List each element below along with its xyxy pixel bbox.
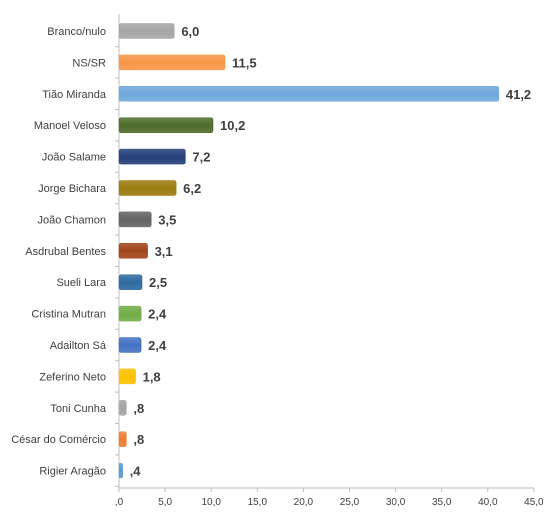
- category-label: Jorge Bichara: [38, 183, 107, 195]
- value-label: 6,0: [181, 24, 199, 39]
- bar: [118, 243, 148, 259]
- x-tick-label: 10,0: [201, 497, 221, 508]
- bar: [118, 180, 177, 196]
- bar: [118, 54, 226, 71]
- x-tick-label: 15,0: [248, 497, 268, 508]
- bar: [118, 462, 123, 479]
- bar: [118, 400, 127, 416]
- bar: [118, 274, 143, 290]
- category-label: Zeferino Neto: [39, 371, 106, 383]
- value-label: 6,2: [183, 181, 201, 196]
- value-label: 3,1: [155, 244, 173, 259]
- labels-layer: Branco/nulo 6,0 NS/SR 11,5 Tião Miranda 41,2 M…: [11, 24, 531, 479]
- category-label: NS/SR: [72, 57, 106, 69]
- value-label: ,8: [133, 432, 144, 447]
- category-label: Asdrubal Bentes: [25, 246, 106, 258]
- x-tick-label: 30,0: [386, 497, 406, 508]
- category-label: João Salame: [42, 152, 106, 164]
- category-label: Cristina Mutran: [31, 309, 106, 321]
- x-tick-label: 5,0: [158, 497, 172, 508]
- x-tick-label: 40,0: [478, 497, 498, 508]
- value-label: ,4: [130, 464, 142, 479]
- value-label: 3,5: [158, 212, 176, 227]
- value-label: 41,2: [506, 87, 531, 102]
- value-label: 7,2: [192, 150, 210, 165]
- x-tick-label: 45,0: [524, 497, 544, 508]
- bar: [118, 86, 500, 102]
- category-label: Manoel Veloso: [34, 120, 106, 132]
- bar: [118, 368, 136, 385]
- category-label: João Chamon: [38, 214, 107, 226]
- category-label: Branco/nulo: [47, 26, 106, 38]
- category-label: Rigier Aragão: [39, 466, 106, 478]
- category-label: César do Comércio: [11, 434, 106, 446]
- x-tick-label: 35,0: [432, 497, 452, 508]
- value-label: 11,5: [232, 55, 257, 70]
- value-label: 2,4: [148, 338, 167, 353]
- bar: [118, 211, 152, 228]
- bar: [118, 148, 186, 165]
- x-tick-label: 25,0: [340, 497, 360, 508]
- bar: [118, 23, 175, 39]
- x-tick-label: 20,0: [294, 497, 314, 508]
- x-tick-label: ,0: [115, 497, 124, 508]
- category-label: Tião Miranda: [42, 89, 107, 101]
- bar: [118, 305, 142, 322]
- category-label: Toni Cunha: [50, 403, 107, 415]
- category-label: Sueli Lara: [56, 277, 106, 289]
- value-label: 2,5: [149, 275, 167, 290]
- value-label: 10,2: [220, 118, 245, 133]
- value-label: 2,4: [148, 307, 167, 322]
- category-label: Adailton Sá: [50, 340, 107, 352]
- bar: [118, 337, 142, 353]
- bars-layer: [118, 23, 500, 479]
- bar: [118, 431, 127, 447]
- bar: [118, 117, 214, 133]
- value-label: 1,8: [143, 369, 161, 384]
- value-label: ,8: [133, 401, 144, 416]
